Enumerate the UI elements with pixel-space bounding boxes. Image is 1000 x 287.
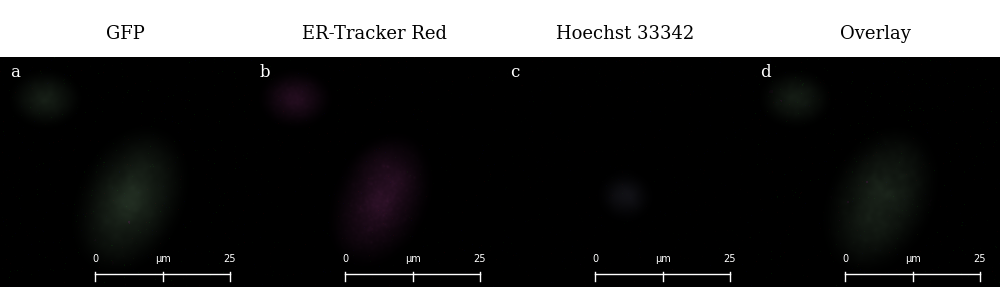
Text: d: d xyxy=(760,64,771,81)
Text: GFP: GFP xyxy=(106,26,144,43)
Text: 25: 25 xyxy=(224,254,236,264)
Text: 25: 25 xyxy=(974,254,986,264)
Text: 0: 0 xyxy=(92,254,98,264)
Text: b: b xyxy=(260,64,271,81)
Text: ER-Tracker Red: ER-Tracker Red xyxy=(302,26,448,43)
Text: Overlay: Overlay xyxy=(840,26,910,43)
Text: 0: 0 xyxy=(342,254,348,264)
Text: μm: μm xyxy=(405,254,420,264)
Text: 0: 0 xyxy=(842,254,848,264)
Text: μm: μm xyxy=(155,254,170,264)
Text: c: c xyxy=(510,64,519,81)
Text: a: a xyxy=(10,64,20,81)
Text: μm: μm xyxy=(905,254,920,264)
Text: μm: μm xyxy=(655,254,670,264)
Text: Hoechst 33342: Hoechst 33342 xyxy=(556,26,694,43)
Text: 0: 0 xyxy=(592,254,598,264)
Text: 25: 25 xyxy=(474,254,486,264)
Text: 25: 25 xyxy=(724,254,736,264)
